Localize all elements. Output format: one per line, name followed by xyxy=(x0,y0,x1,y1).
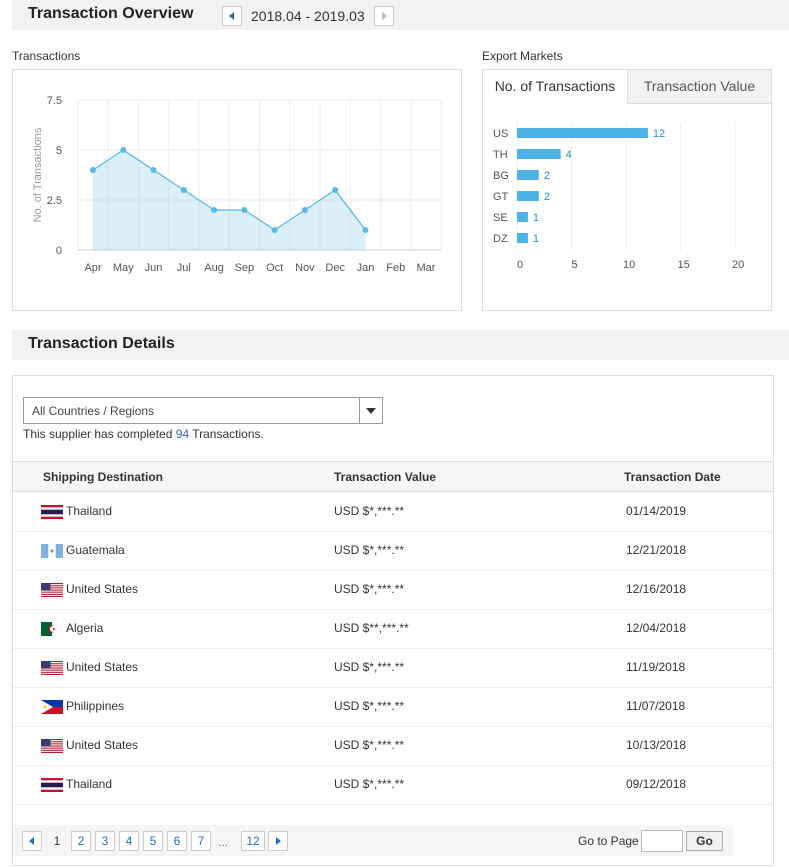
details-box xyxy=(12,375,774,866)
date: 09/12/2018 xyxy=(626,777,687,791)
ellipsis: ... xyxy=(218,835,229,849)
go-to-label: Go to Page xyxy=(578,834,639,848)
chart-title: Export Markets xyxy=(482,49,563,63)
go-button[interactable]: Go xyxy=(686,831,723,851)
summary-text: This supplier has completed xyxy=(23,427,173,441)
flag xyxy=(41,661,63,675)
chart-title: Transactions xyxy=(12,49,81,63)
page-input[interactable] xyxy=(641,830,683,852)
page-button[interactable]: 3 xyxy=(95,831,115,851)
value: USD $*,***.** xyxy=(334,738,405,752)
table-row: United States USD $*,***.** 10/13/2018 xyxy=(13,726,772,766)
dropdown-text: All Countries / Regions xyxy=(32,404,155,418)
page-title: Transaction Overview xyxy=(28,5,194,22)
value: USD $*,***.** xyxy=(334,543,405,557)
country: Algeria xyxy=(66,621,104,635)
next-range-button[interactable] xyxy=(374,6,394,26)
summary-count: 94 xyxy=(175,427,190,441)
arrow-icon xyxy=(366,408,376,414)
page-button[interactable]: 2 xyxy=(71,831,91,851)
date: 12/16/2018 xyxy=(626,582,687,596)
chart-box xyxy=(12,69,462,311)
date: 11/07/2018 xyxy=(626,699,686,713)
date: 11/19/2018 xyxy=(626,660,686,674)
page-button[interactable]: 12 xyxy=(241,831,265,851)
arrow-icon xyxy=(29,837,34,845)
summary: This supplier has completed 94 Transacti… xyxy=(23,427,264,441)
prev-page-button[interactable] xyxy=(22,831,42,851)
flag xyxy=(41,505,63,519)
chart-box xyxy=(482,69,772,311)
flag xyxy=(41,544,63,558)
table-row: Algeria USD $**,***.** 12/04/2018 xyxy=(13,609,772,649)
column-header: Shipping Destination xyxy=(43,470,163,484)
country: United States xyxy=(66,582,139,596)
date: 10/13/2018 xyxy=(626,738,687,752)
value: USD $**,***.** xyxy=(334,621,409,635)
page-button[interactable]: 4 xyxy=(119,831,139,851)
flag xyxy=(41,739,63,753)
page-button[interactable]: 6 xyxy=(167,831,187,851)
table-row: Guatemala USD $*,***.** 12/21/2018 xyxy=(13,531,772,571)
tab[interactable]: Transaction Value xyxy=(627,70,771,104)
table-row: Thailand USD $*,***.** 01/14/2019 xyxy=(13,492,772,532)
value: USD $*,***.** xyxy=(334,660,405,674)
value: USD $*,***.** xyxy=(334,699,405,713)
dropdown-arrow xyxy=(359,398,382,423)
country: Philippines xyxy=(66,699,125,713)
table-row: United States USD $*,***.** 12/16/2018 xyxy=(13,570,772,610)
date-range: 2018.04 - 2019.03 xyxy=(251,8,365,24)
page-button[interactable]: 7 xyxy=(191,831,211,851)
flag xyxy=(41,622,63,636)
next-page-button[interactable] xyxy=(268,831,288,851)
value: USD $*,***.** xyxy=(334,582,405,596)
prev-range-button[interactable] xyxy=(222,6,242,26)
value: USD $*,***.** xyxy=(334,777,405,791)
date: 12/21/2018 xyxy=(626,543,687,557)
page-button[interactable]: 1 xyxy=(53,834,61,848)
date: 12/04/2018 xyxy=(626,621,687,635)
table-row: United States USD $*,***.** 11/19/2018 xyxy=(13,648,772,688)
flag xyxy=(41,583,63,597)
country: Thailand xyxy=(66,504,113,518)
country: United States xyxy=(66,660,139,674)
header-bar: Transaction Overview xyxy=(12,0,789,30)
arrow-icon xyxy=(229,12,234,20)
table-header: Shipping Destination Transaction Value T… xyxy=(13,461,773,492)
column-header: Transaction Date xyxy=(624,470,721,484)
flag xyxy=(41,778,63,792)
arrow-icon xyxy=(276,837,281,845)
section-title: Transaction Details xyxy=(28,335,175,352)
flag xyxy=(41,700,63,714)
section-bar: Transaction Details xyxy=(12,330,789,360)
page-button[interactable]: 5 xyxy=(143,831,163,851)
country: United States xyxy=(66,738,139,752)
column-header: Transaction Value xyxy=(334,470,437,484)
table-row: Thailand USD $*,***.** 09/12/2018 xyxy=(13,765,772,805)
arrow-icon xyxy=(382,12,387,20)
date: 01/14/2019 xyxy=(626,504,687,518)
summary-text: Transactions. xyxy=(192,427,264,441)
table-row: Philippines USD $*,***.** 11/07/2018 xyxy=(13,687,772,727)
country: Guatemala xyxy=(66,543,125,557)
country-dropdown[interactable]: All Countries / Regions xyxy=(23,397,383,424)
country: Thailand xyxy=(66,777,113,791)
value: USD $*,***.** xyxy=(334,504,405,518)
tab-active[interactable]: No. of Transactions xyxy=(483,70,627,104)
